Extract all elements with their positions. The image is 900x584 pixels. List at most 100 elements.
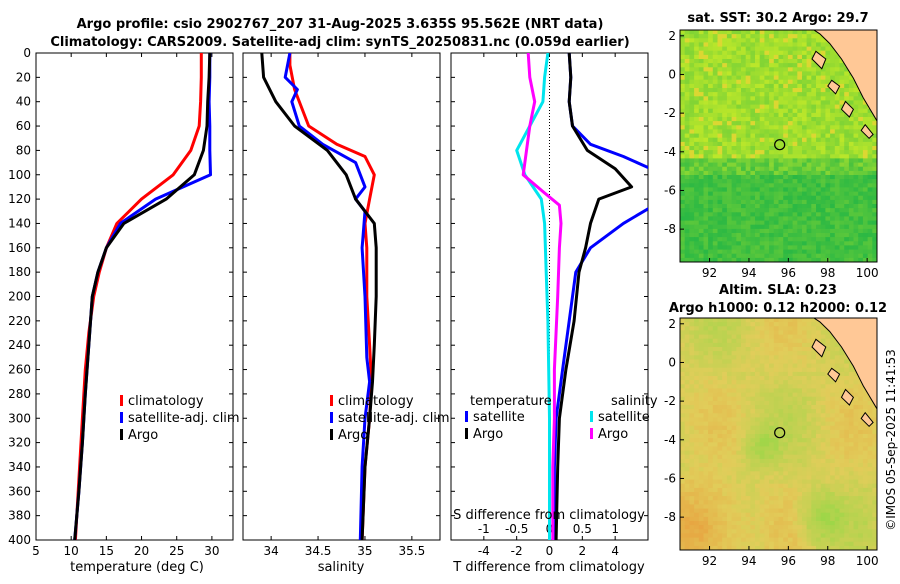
map-cell [830, 216, 835, 221]
map-cell [835, 117, 840, 122]
map-cell [680, 71, 685, 76]
map-cell [825, 51, 830, 56]
map-cell [779, 475, 784, 480]
map-cell [774, 187, 779, 192]
map-cell [760, 380, 765, 385]
map-cell [741, 339, 746, 344]
map-cell [816, 442, 821, 447]
map-cell [830, 500, 835, 505]
map-cell [732, 63, 737, 68]
map-cell [685, 129, 690, 134]
map-cell [732, 96, 737, 101]
map-cell [746, 347, 751, 352]
map-cell [694, 51, 699, 56]
map-cell [689, 359, 694, 364]
map-cell [769, 167, 774, 172]
map-cell [835, 409, 840, 414]
map-cell [704, 225, 709, 230]
map-cell [722, 405, 727, 410]
map-cell [718, 47, 723, 52]
map-cell [779, 179, 784, 184]
map-cell [830, 521, 835, 526]
map-cell [713, 134, 718, 139]
map-cell [821, 500, 826, 505]
map-cell [793, 488, 798, 493]
map-cell [722, 401, 727, 406]
map-cell [718, 150, 723, 155]
map-cell [760, 179, 765, 184]
map-cell [783, 241, 788, 246]
map-cell [718, 237, 723, 242]
map-cell [741, 80, 746, 85]
map-cell [821, 125, 826, 130]
map-cell [708, 221, 713, 226]
map-cell [816, 237, 821, 242]
map-cell [718, 372, 723, 377]
map-cell [727, 233, 732, 238]
map-cell [807, 397, 812, 402]
map-cell [821, 113, 826, 118]
map-cell [788, 71, 793, 76]
map-cell [689, 521, 694, 526]
map-cell [797, 187, 802, 192]
map-cell [741, 67, 746, 72]
map-cell [713, 500, 718, 505]
map-cell [858, 221, 863, 226]
map-cell [779, 134, 784, 139]
map-cell [835, 496, 840, 501]
map-cell [816, 426, 821, 431]
map-cell [755, 34, 760, 39]
map-cell [793, 229, 798, 234]
map-cell [840, 459, 845, 464]
map-cell [779, 463, 784, 468]
map-cell [680, 368, 685, 373]
map-cell [755, 351, 760, 356]
map-cell [779, 496, 784, 501]
map-cell [844, 71, 849, 76]
map-cell [746, 467, 751, 472]
map-cell [750, 335, 755, 340]
y-tick-label: 280 [8, 387, 31, 401]
map-cell [793, 330, 798, 335]
map-cell [704, 221, 709, 226]
map-cell [699, 71, 704, 76]
map-cell [722, 171, 727, 176]
map-cell [830, 154, 835, 159]
map-cell [704, 96, 709, 101]
map-cell [713, 368, 718, 373]
map-cell [732, 422, 737, 427]
map-cell [821, 250, 826, 255]
map-cell [797, 237, 802, 242]
map-cell [830, 134, 835, 139]
map-cell [764, 125, 769, 130]
map-cell [736, 47, 741, 52]
map-cell [835, 212, 840, 217]
map-cell [825, 492, 830, 497]
map-cell [760, 80, 765, 85]
map-cell [779, 84, 784, 89]
map-cell [750, 138, 755, 143]
map-cell [689, 225, 694, 230]
map-cell [718, 100, 723, 105]
map-cell [689, 237, 694, 242]
map-cell [741, 175, 746, 180]
map-cell [741, 368, 746, 373]
map-cell [858, 245, 863, 250]
map-cell [727, 459, 732, 464]
map-cell [793, 322, 798, 327]
map-cell [680, 318, 685, 323]
map-cell [764, 187, 769, 192]
map-cell [816, 368, 821, 373]
map-y-tick-label: -8 [664, 222, 676, 236]
map-cell [811, 542, 816, 547]
map-cell [727, 134, 732, 139]
map-cell [741, 509, 746, 514]
map-cell [718, 225, 723, 230]
map-cell [868, 459, 873, 464]
map-cell [713, 38, 718, 43]
map-cell [713, 380, 718, 385]
map-cell [779, 187, 784, 192]
map-cell [825, 71, 830, 76]
map-cell [760, 125, 765, 130]
map-cell [685, 80, 690, 85]
